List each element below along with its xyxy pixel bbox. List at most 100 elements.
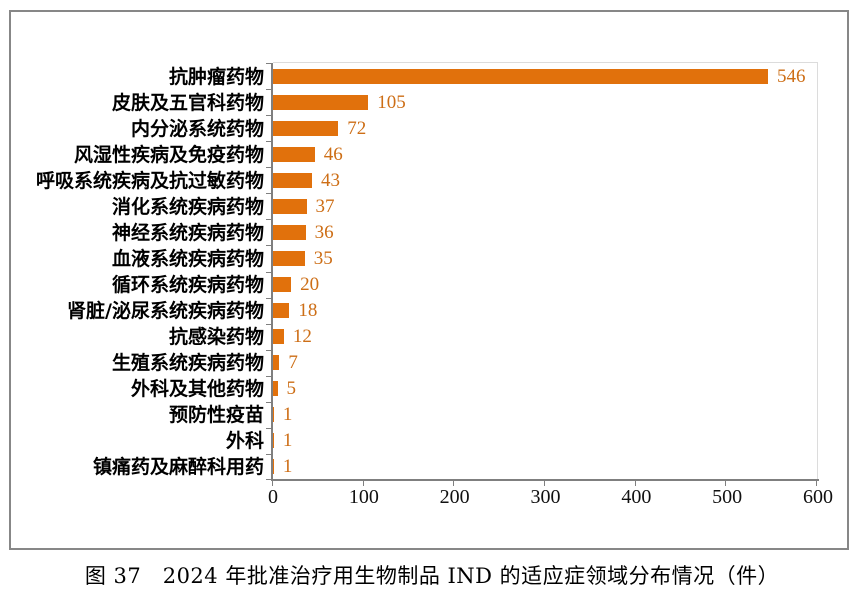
bar-value-label: 46 [323, 143, 343, 165]
category-label: 预防性疫苗 [168, 404, 264, 427]
y-axis-tick [266, 245, 272, 246]
bar-value-label: 36 [314, 221, 334, 243]
category-label: 风湿性疾病及免疫药物 [73, 143, 264, 166]
bar-row: 1 [273, 454, 817, 480]
y-axis-tick [266, 193, 272, 194]
bar [273, 433, 274, 449]
category-label: 血液系统疾病药物 [111, 247, 264, 270]
y-axis-tick [266, 454, 272, 455]
bar [273, 381, 278, 397]
bar-value-label: 7 [288, 352, 298, 374]
x-tick-label: 400 [621, 486, 652, 508]
category-label: 皮肤及五官科药物 [111, 91, 264, 114]
bar-value-label: 20 [300, 274, 320, 296]
bar [273, 277, 292, 293]
bar-value-label: 12 [292, 326, 312, 348]
bar-value-label: 18 [298, 300, 318, 322]
y-axis-line [271, 63, 273, 480]
bar [273, 407, 274, 423]
x-axis-tick [725, 480, 727, 486]
bar [273, 172, 312, 188]
bar-row: 36 [273, 219, 817, 245]
bar [273, 303, 290, 319]
y-axis-tick [266, 89, 272, 90]
bar-row: 72 [273, 115, 817, 141]
category-label: 呼吸系统疾病及抗过敏药物 [35, 169, 264, 192]
category-label: 循环系统疾病药物 [111, 274, 264, 297]
bar [273, 250, 305, 266]
category-label: 抗肿瘤药物 [168, 65, 264, 88]
bar-row: 37 [273, 193, 817, 219]
bar-row: 7 [273, 350, 817, 376]
category-labels: 抗肿瘤药物皮肤及五官科药物内分泌系统药物风湿性疾病及免疫药物呼吸系统疾病及抗过敏… [11, 62, 264, 479]
category-label: 抗感染药物 [168, 326, 264, 349]
bar-row: 18 [273, 298, 817, 324]
x-axis-line [271, 479, 819, 481]
x-tick-label: 100 [348, 486, 379, 508]
x-tick-labels: 0 100 200 300 400 500 600 [268, 486, 833, 512]
bar-row: 1 [273, 402, 817, 428]
x-axis-tick [816, 480, 817, 486]
bar-value-label: 105 [377, 91, 406, 113]
x-axis-tick [453, 480, 455, 486]
x-axis-tick [272, 480, 273, 486]
bar [273, 68, 769, 84]
bar-row: 35 [273, 245, 817, 271]
y-axis-tick [266, 402, 272, 403]
bar-value-label: 1 [282, 430, 293, 452]
y-axis-tick [266, 167, 272, 168]
bar-row: 5 [273, 376, 817, 402]
bar-row: 46 [273, 141, 817, 167]
bar-value-label: 43 [320, 169, 340, 191]
bar [273, 146, 315, 162]
x-axis-tick [362, 480, 364, 486]
category-label: 神经系统疾病药物 [111, 221, 264, 244]
x-axis-tick [634, 480, 636, 486]
y-axis-tick [266, 272, 272, 273]
y-axis-tick [266, 115, 272, 116]
x-tick-label: 500 [712, 486, 743, 508]
bar [273, 94, 369, 110]
bar [273, 459, 274, 475]
y-axis-tick [266, 350, 272, 351]
bar-row: 1 [273, 428, 817, 454]
category-label: 镇痛药及麻醉科用药 [92, 456, 264, 479]
bar [273, 224, 306, 240]
category-label: 生殖系统疾病药物 [111, 352, 264, 375]
bar-value-label: 1 [282, 404, 293, 426]
y-axis-tick [266, 63, 272, 64]
category-label: 肾脏/泌尿系统疾病药物 [67, 300, 264, 323]
x-axis-tick [544, 480, 545, 486]
x-tick-label: 600 [803, 486, 833, 508]
bar-row: 105 [273, 89, 817, 115]
bar-value-label: 35 [313, 247, 333, 269]
y-axis-tick [266, 219, 272, 220]
bar-row: 43 [273, 167, 817, 193]
bar-row: 20 [273, 272, 817, 298]
bar-rows: 546 105 72 46 43 37 36 35 20 18 12 7 5 1 1 1 [273, 63, 817, 479]
bar-value-label: 5 [286, 378, 297, 400]
bar [273, 355, 280, 371]
category-label: 消化系统疾病药物 [111, 195, 264, 218]
bar [273, 120, 339, 136]
y-axis-tick [266, 479, 272, 480]
bar-value-label: 1 [282, 456, 293, 478]
y-axis-tick [266, 298, 272, 299]
y-axis-tick [266, 324, 272, 325]
figure-frame: 抗肿瘤药物皮肤及五官科药物内分泌系统药物风湿性疾病及免疫药物呼吸系统疾病及抗过敏… [9, 10, 849, 550]
y-axis-tick [266, 376, 272, 377]
bar-row: 546 [273, 63, 817, 89]
bar-value-label: 546 [777, 65, 806, 87]
bar-value-label: 37 [315, 195, 335, 217]
bar [273, 198, 307, 214]
category-label: 外科及其他药物 [130, 378, 264, 401]
bar [273, 329, 284, 345]
category-label: 外科 [225, 430, 264, 453]
bar-row: 12 [273, 324, 817, 350]
x-tick-label: 200 [439, 486, 470, 508]
y-axis-tick [266, 141, 272, 142]
category-label: 内分泌系统药物 [130, 117, 264, 140]
figure-caption: 图 37 2024 年批准治疗用生物制品 IND 的适应症领域分布情况（件） [84, 564, 780, 588]
plot-area: 546 105 72 46 43 37 36 35 20 18 12 7 5 1 1 1 [266, 62, 819, 486]
